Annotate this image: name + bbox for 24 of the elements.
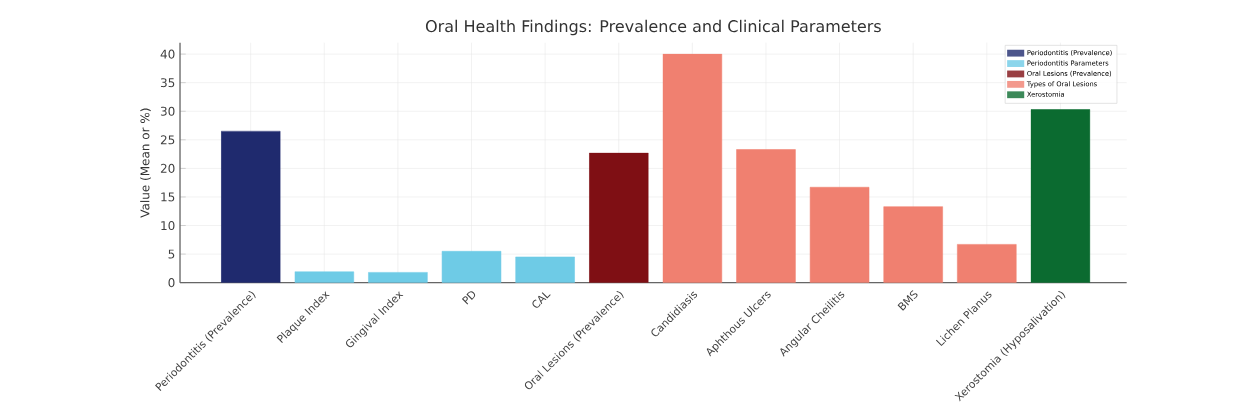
bar	[1030, 109, 1091, 283]
y-tick-label: 25	[160, 135, 175, 145]
bar	[294, 271, 355, 283]
y-tick-label: 20	[160, 164, 175, 174]
bar	[883, 206, 943, 283]
y-tick-label: 35	[160, 78, 175, 88]
bar	[957, 244, 1017, 283]
bar	[809, 187, 870, 283]
y-tick-label: 0	[168, 278, 175, 288]
y-tick-label: 10	[161, 221, 175, 231]
y-tick-label: 30	[160, 106, 175, 116]
y-tick-label: 15	[161, 192, 175, 202]
y-tick-label: 40	[160, 49, 175, 59]
y-tick-label: 5	[168, 249, 175, 259]
bar	[515, 256, 575, 283]
x-tick-label: CAL	[532, 292, 551, 308]
bar	[662, 54, 723, 283]
bar	[368, 272, 428, 283]
bar	[736, 149, 796, 283]
x-tick-label: PD	[461, 291, 476, 305]
bar	[441, 251, 502, 283]
y-axis-title: Value (Mean or %)	[140, 108, 151, 218]
chart-title: Oral Health Findings: Prevalence and Clinical Parameters	[425, 19, 881, 36]
bar	[589, 152, 649, 283]
